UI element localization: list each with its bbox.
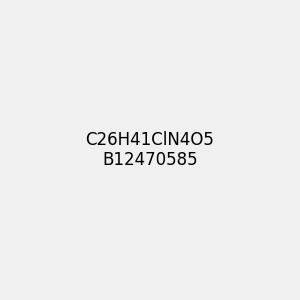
Text: C26H41ClN4O5
B12470585: C26H41ClN4O5 B12470585 [85,130,214,170]
